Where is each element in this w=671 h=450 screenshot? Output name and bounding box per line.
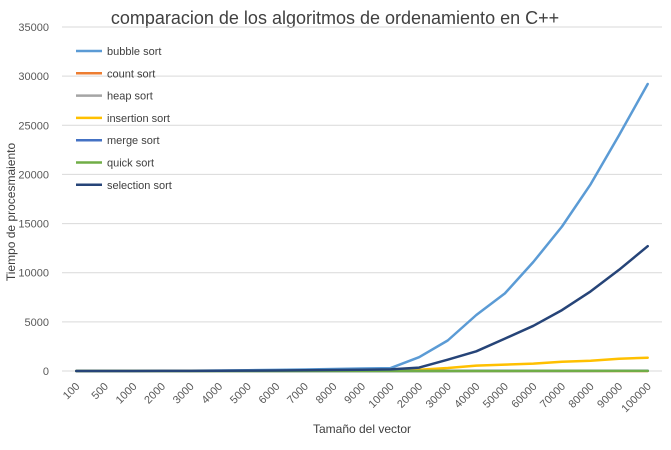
y-axis-ticks: 0 5000 10000 15000 20000 25000 30000 35000 xyxy=(18,22,49,378)
series-lines xyxy=(76,84,647,371)
y-tick-label: 0 xyxy=(43,366,49,378)
x-tick-label: 30000 xyxy=(424,381,454,411)
chart-title: comparacion de los algoritmos de ordenam… xyxy=(111,8,559,28)
x-tick-label: 1000 xyxy=(114,381,140,407)
x-tick-label: 40000 xyxy=(452,381,482,411)
x-axis-title: Tamaño del vector xyxy=(313,422,411,436)
legend-label: merge sort xyxy=(107,135,160,147)
x-tick-label: 2000 xyxy=(142,381,168,407)
x-tick-label: 7000 xyxy=(285,381,311,407)
legend-label: heap sort xyxy=(107,91,153,103)
y-tick-label: 20000 xyxy=(18,169,49,181)
x-tick-label: 4000 xyxy=(199,381,225,407)
y-axis-title: Tiempo de procesmaiento xyxy=(4,143,18,282)
x-tick-label: 100 xyxy=(61,381,82,402)
y-tick-label: 25000 xyxy=(18,120,49,132)
x-tick-label: 3000 xyxy=(171,381,197,407)
x-tick-label: 80000 xyxy=(567,381,597,411)
y-tick-label: 5000 xyxy=(25,317,49,329)
x-tick-label: 100000 xyxy=(619,381,653,415)
x-tick-label: 10000 xyxy=(367,381,397,411)
legend-label: quick sort xyxy=(107,158,154,170)
legend: bubble sort count sort heap sort insertion … xyxy=(76,46,172,192)
legend-label: selection sort xyxy=(107,180,172,192)
x-tick-label: 8000 xyxy=(314,381,340,407)
x-tick-label: 9000 xyxy=(342,381,368,407)
x-tick-label: 500 xyxy=(90,381,111,402)
x-tick-label: 60000 xyxy=(509,381,539,411)
legend-label: insertion sort xyxy=(107,113,170,125)
y-tick-label: 35000 xyxy=(18,22,49,34)
y-tick-label: 30000 xyxy=(18,71,49,83)
series-line-selection-sort xyxy=(76,246,647,371)
series-line-bubble-sort xyxy=(76,84,647,371)
x-tick-label: 6000 xyxy=(257,381,283,407)
y-tick-label: 10000 xyxy=(18,268,49,280)
x-tick-label: 50000 xyxy=(481,381,511,411)
x-tick-label: 20000 xyxy=(395,381,425,411)
x-tick-label: 5000 xyxy=(228,381,254,407)
legend-label: count sort xyxy=(107,68,155,80)
y-tick-label: 15000 xyxy=(18,219,49,231)
legend-label: bubble sort xyxy=(107,46,161,58)
x-tick-label: 70000 xyxy=(538,381,568,411)
